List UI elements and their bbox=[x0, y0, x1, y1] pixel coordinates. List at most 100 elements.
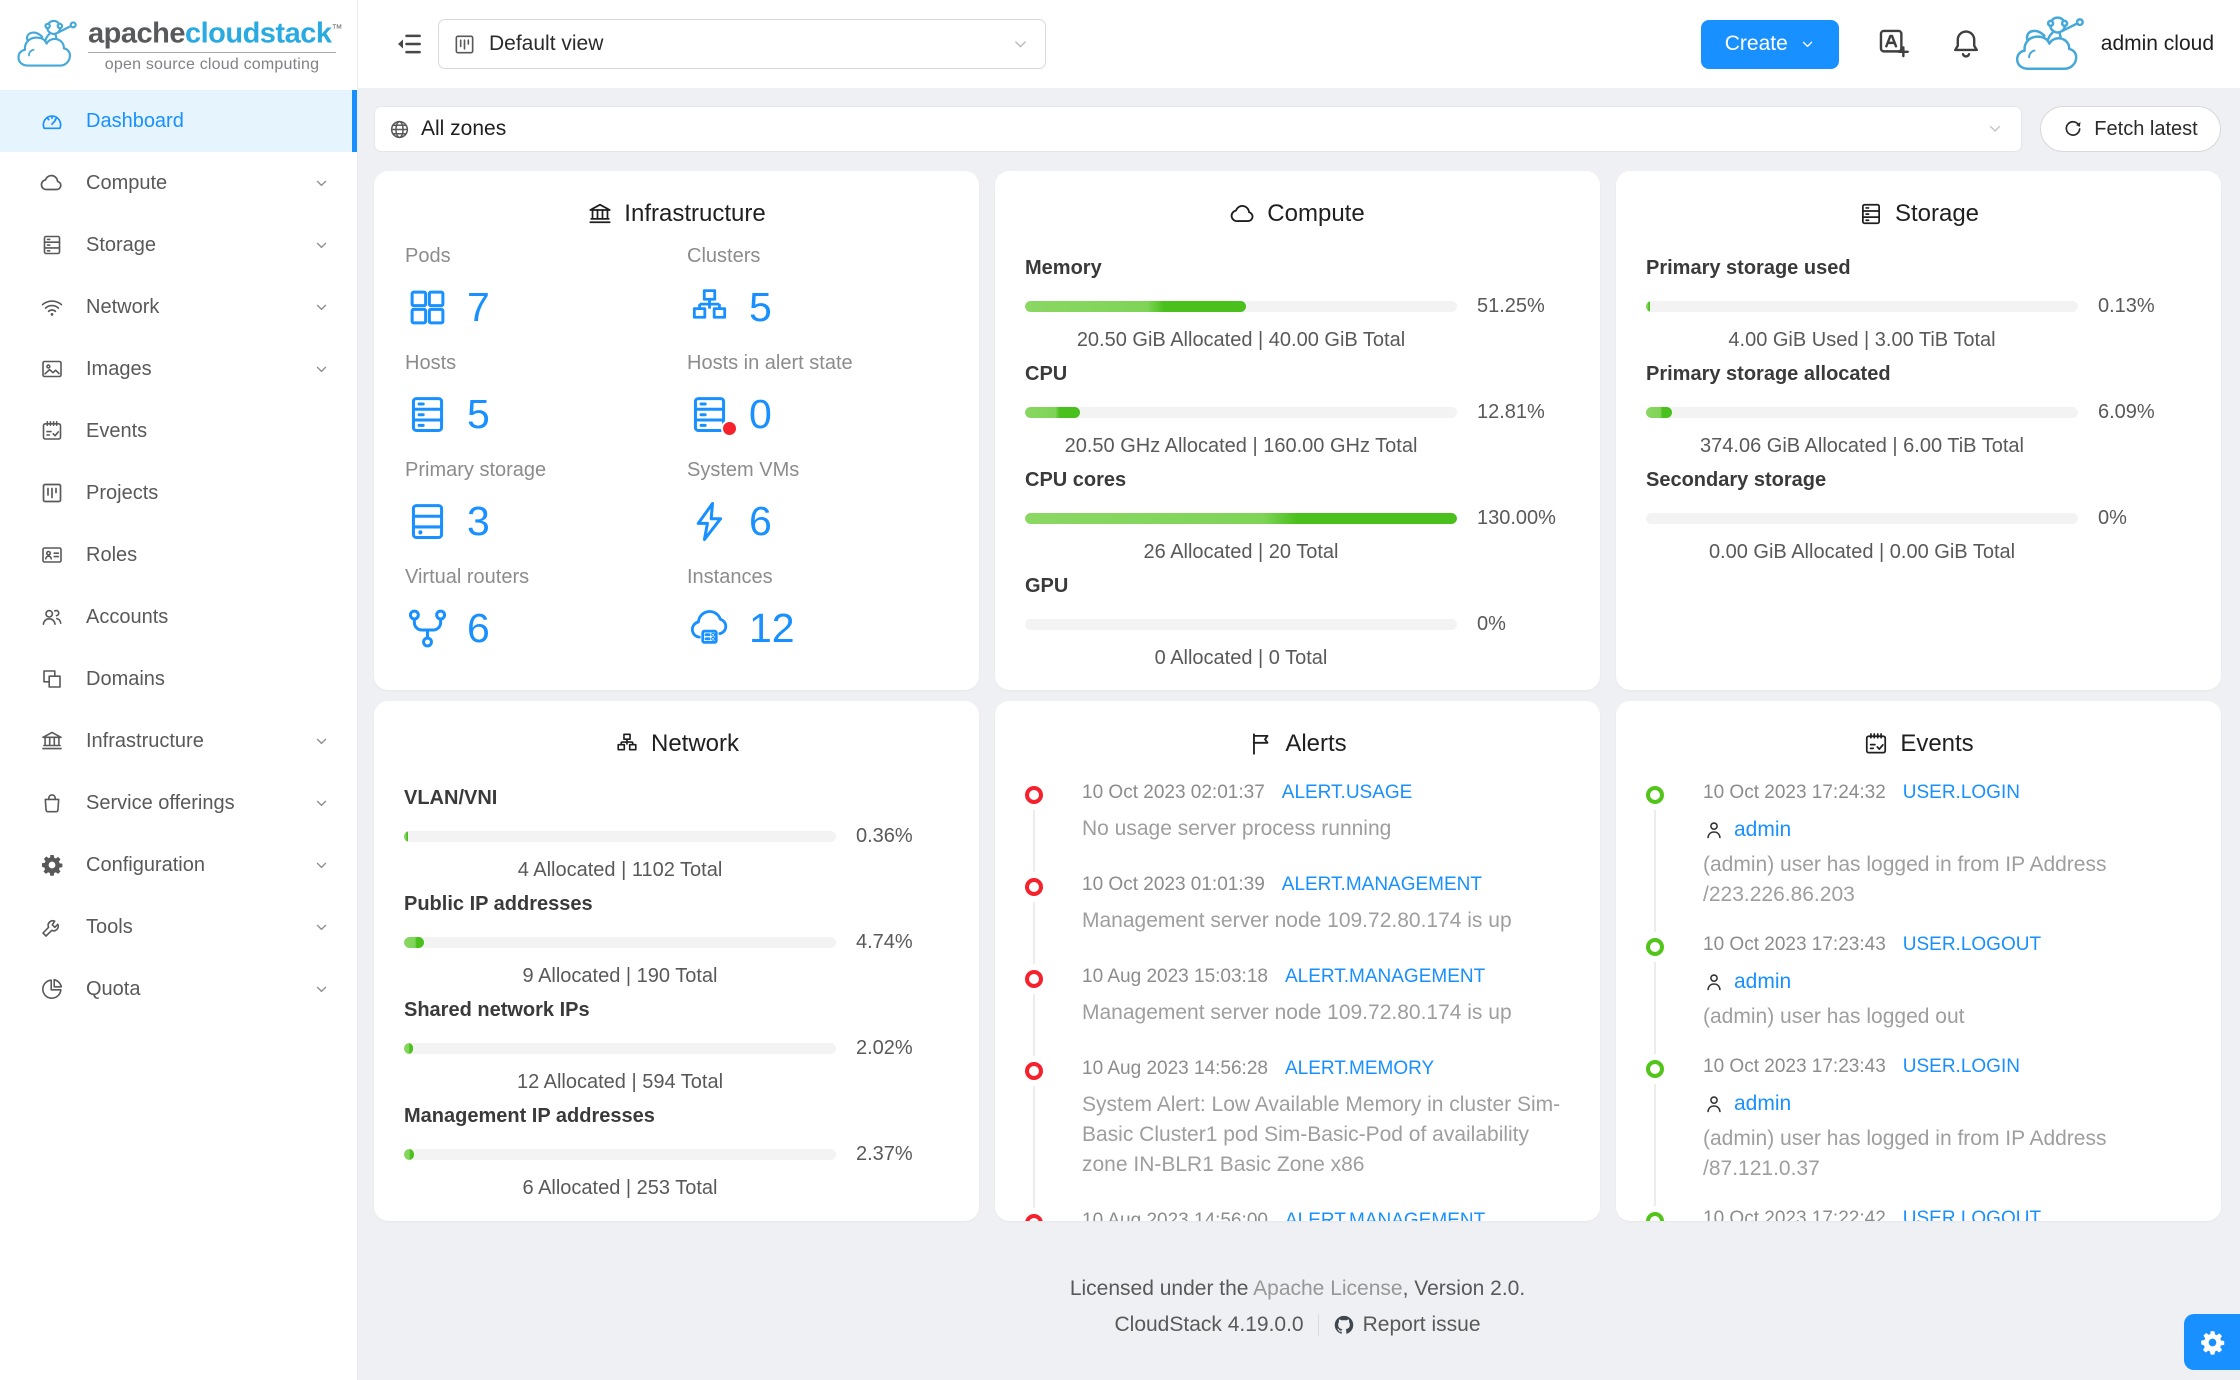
sidebar-item-projects[interactable]: Projects bbox=[0, 462, 357, 524]
block-icon bbox=[40, 667, 64, 691]
card-title-text: Compute bbox=[1267, 200, 1365, 227]
stat-system-vms-link[interactable]: 6 bbox=[687, 497, 949, 545]
stat-hosts-link[interactable]: 5 bbox=[405, 390, 667, 438]
event-type-link[interactable]: USER.LOGIN bbox=[1902, 782, 2020, 803]
sidebar-item-events[interactable]: Events bbox=[0, 400, 357, 462]
sidebar-item-label: Domains bbox=[86, 667, 165, 690]
metric-caption: 4 Allocated | 1102 Total bbox=[517, 859, 723, 881]
stat-value: 6 bbox=[467, 604, 490, 651]
card-title-text: Network bbox=[650, 730, 740, 757]
stat-value: 6 bbox=[749, 497, 772, 544]
sidebar-item-images[interactable]: Images bbox=[0, 338, 357, 400]
event-user-link[interactable]: admin bbox=[1734, 818, 1792, 841]
avatar[interactable] bbox=[2009, 11, 2093, 77]
logo-trademark: ™ bbox=[331, 23, 342, 36]
alert-type-link[interactable]: ALERT.MANAGEMENT bbox=[1281, 874, 1483, 895]
translate-icon[interactable] bbox=[1877, 27, 1911, 61]
sidebar-item-storage[interactable]: Storage bbox=[0, 214, 357, 276]
metric-percent: 0% bbox=[1477, 613, 1506, 635]
alert-type-link[interactable]: ALERT.USAGE bbox=[1281, 782, 1413, 803]
metric-primary-storage-allocated: Primary storage allocated 6.09% 374.06 G… bbox=[1646, 363, 2191, 460]
zone-select[interactable]: All zones bbox=[374, 106, 2022, 152]
progress-fill bbox=[404, 937, 425, 948]
event-type-link[interactable]: USER.LOGOUT bbox=[1902, 1208, 2042, 1221]
sidebar-item-tools[interactable]: Tools bbox=[0, 896, 357, 958]
notifications-bell-icon[interactable] bbox=[1949, 27, 1983, 61]
metric-percent: 12.81% bbox=[1477, 401, 1545, 423]
sidebar-item-infrastructure[interactable]: Infrastructure bbox=[0, 710, 357, 772]
sidebar-item-service-offerings[interactable]: Service offerings bbox=[0, 772, 357, 834]
fetch-latest-button[interactable]: Fetch latest bbox=[2040, 106, 2221, 152]
alert-type-link[interactable]: ALERT.MEMORY bbox=[1284, 1058, 1435, 1079]
stat-system-vms: System VMs 6 bbox=[687, 459, 949, 545]
stat-hosts-alert-link[interactable]: 0 bbox=[687, 390, 949, 438]
stat-primary-storage-link[interactable]: 3 bbox=[405, 497, 667, 545]
view-select[interactable]: Default view bbox=[438, 19, 1046, 69]
bank-icon bbox=[40, 729, 64, 753]
stat-clusters-link[interactable]: 5 bbox=[687, 283, 949, 331]
sidebar-item-network[interactable]: Network bbox=[0, 276, 357, 338]
stat-value: 12 bbox=[749, 604, 795, 651]
settings-float-button[interactable] bbox=[2184, 1314, 2240, 1370]
sidebar-collapse-icon[interactable] bbox=[394, 29, 424, 59]
event-item: 10 Oct 2023 17:23:43 USER.LOGOUT admin (a… bbox=[1646, 934, 2191, 1056]
zone-bar: All zones Fetch latest bbox=[374, 106, 2221, 152]
chevron-down-icon bbox=[1987, 121, 2003, 137]
stat-pods-link[interactable]: 7 bbox=[405, 283, 667, 331]
progress-fill bbox=[404, 1149, 415, 1160]
chevron-down-icon bbox=[314, 858, 329, 873]
stat-virtual-routers-link[interactable]: 6 bbox=[405, 604, 667, 652]
sidebar-item-domains[interactable]: Domains bbox=[0, 648, 357, 710]
metric-percent: 0.36% bbox=[856, 825, 913, 847]
gear-icon bbox=[2199, 1329, 2226, 1356]
event-type-link[interactable]: USER.LOGIN bbox=[1902, 1056, 2020, 1077]
sidebar-item-label: Storage bbox=[86, 233, 157, 256]
progress-track bbox=[404, 937, 836, 948]
metric-caption: 0 Allocated | 0 Total bbox=[1154, 647, 1328, 669]
network-card-title: Network bbox=[404, 727, 949, 761]
progress-fill bbox=[1646, 407, 1673, 418]
metric-label: Secondary storage bbox=[1646, 469, 1827, 491]
thunderbolt-icon bbox=[687, 499, 732, 544]
license-line: Licensed under the Apache License, Versi… bbox=[374, 1277, 2221, 1301]
storage-metrics: Primary storage used 0.13% 4.00 GiB Used… bbox=[1646, 257, 2191, 566]
compute-card: Compute Memory 51.25% 20.50 GiB Allocate… bbox=[995, 171, 1600, 690]
stat-instances-link[interactable]: 12 bbox=[687, 604, 949, 652]
events-timeline: 10 Oct 2023 17:24:32 USER.LOGIN admin (ad… bbox=[1646, 782, 2191, 1221]
stat-value: 7 bbox=[467, 283, 490, 330]
dashboard-content: All zones Fetch latest Infrastructure Po… bbox=[358, 88, 2240, 1380]
event-item: 10 Oct 2023 17:22:42 USER.LOGOUT bbox=[1646, 1208, 2191, 1221]
chevron-down-icon bbox=[1012, 36, 1029, 53]
event-user-link[interactable]: admin bbox=[1734, 970, 1792, 993]
network-metrics: VLAN/VNI 0.36% 4 Allocated | 1102 Total … bbox=[404, 787, 949, 1202]
sidebar-item-label: Configuration bbox=[86, 853, 205, 876]
license-prefix: Licensed under the bbox=[1069, 1277, 1254, 1300]
event-user-link[interactable]: admin bbox=[1734, 1092, 1792, 1115]
sidebar-item-label: Infrastructure bbox=[86, 729, 204, 752]
create-button[interactable]: Create bbox=[1700, 19, 1839, 69]
infrastructure-card: Infrastructure Pods 7 Clusters bbox=[374, 171, 979, 690]
report-issue-link[interactable]: Report issue bbox=[1333, 1313, 1481, 1337]
compute-metrics: Memory 51.25% 20.50 GiB Allocated | 40.0… bbox=[1025, 257, 1570, 672]
event-type-link[interactable]: USER.LOGOUT bbox=[1902, 934, 2042, 955]
metric-percent: 0% bbox=[2098, 507, 2127, 529]
alert-type-link[interactable]: ALERT.MANAGEMENT bbox=[1284, 1210, 1486, 1221]
metric-label: Memory bbox=[1025, 257, 1102, 279]
sidebar-item-compute[interactable]: Compute bbox=[0, 152, 357, 214]
chevron-down-icon bbox=[314, 920, 329, 935]
sidebar-item-configuration[interactable]: Configuration bbox=[0, 834, 357, 896]
sidebar-item-accounts[interactable]: Accounts bbox=[0, 586, 357, 648]
user-menu[interactable]: admin cloud bbox=[2100, 32, 2214, 55]
logo-apache: apache bbox=[88, 17, 185, 50]
progress-track bbox=[1025, 407, 1457, 418]
sidebar-item-quota[interactable]: Quota bbox=[0, 958, 357, 1020]
app-logo[interactable]: apachecloudstack™ open source cloud comp… bbox=[0, 0, 357, 88]
sidebar-item-roles[interactable]: Roles bbox=[0, 524, 357, 586]
progress-track bbox=[1646, 301, 2078, 312]
apache-license-link[interactable]: Apache License bbox=[1253, 1277, 1403, 1300]
alert-type-link[interactable]: ALERT.MANAGEMENT bbox=[1284, 966, 1486, 987]
chevron-down-icon bbox=[314, 796, 329, 811]
create-button-label: Create bbox=[1724, 32, 1788, 55]
sidebar-item-dashboard[interactable]: Dashboard bbox=[0, 90, 357, 152]
alert-item: 10 Oct 2023 01:01:39 ALERT.MANAGEMENT Man… bbox=[1025, 874, 1570, 966]
